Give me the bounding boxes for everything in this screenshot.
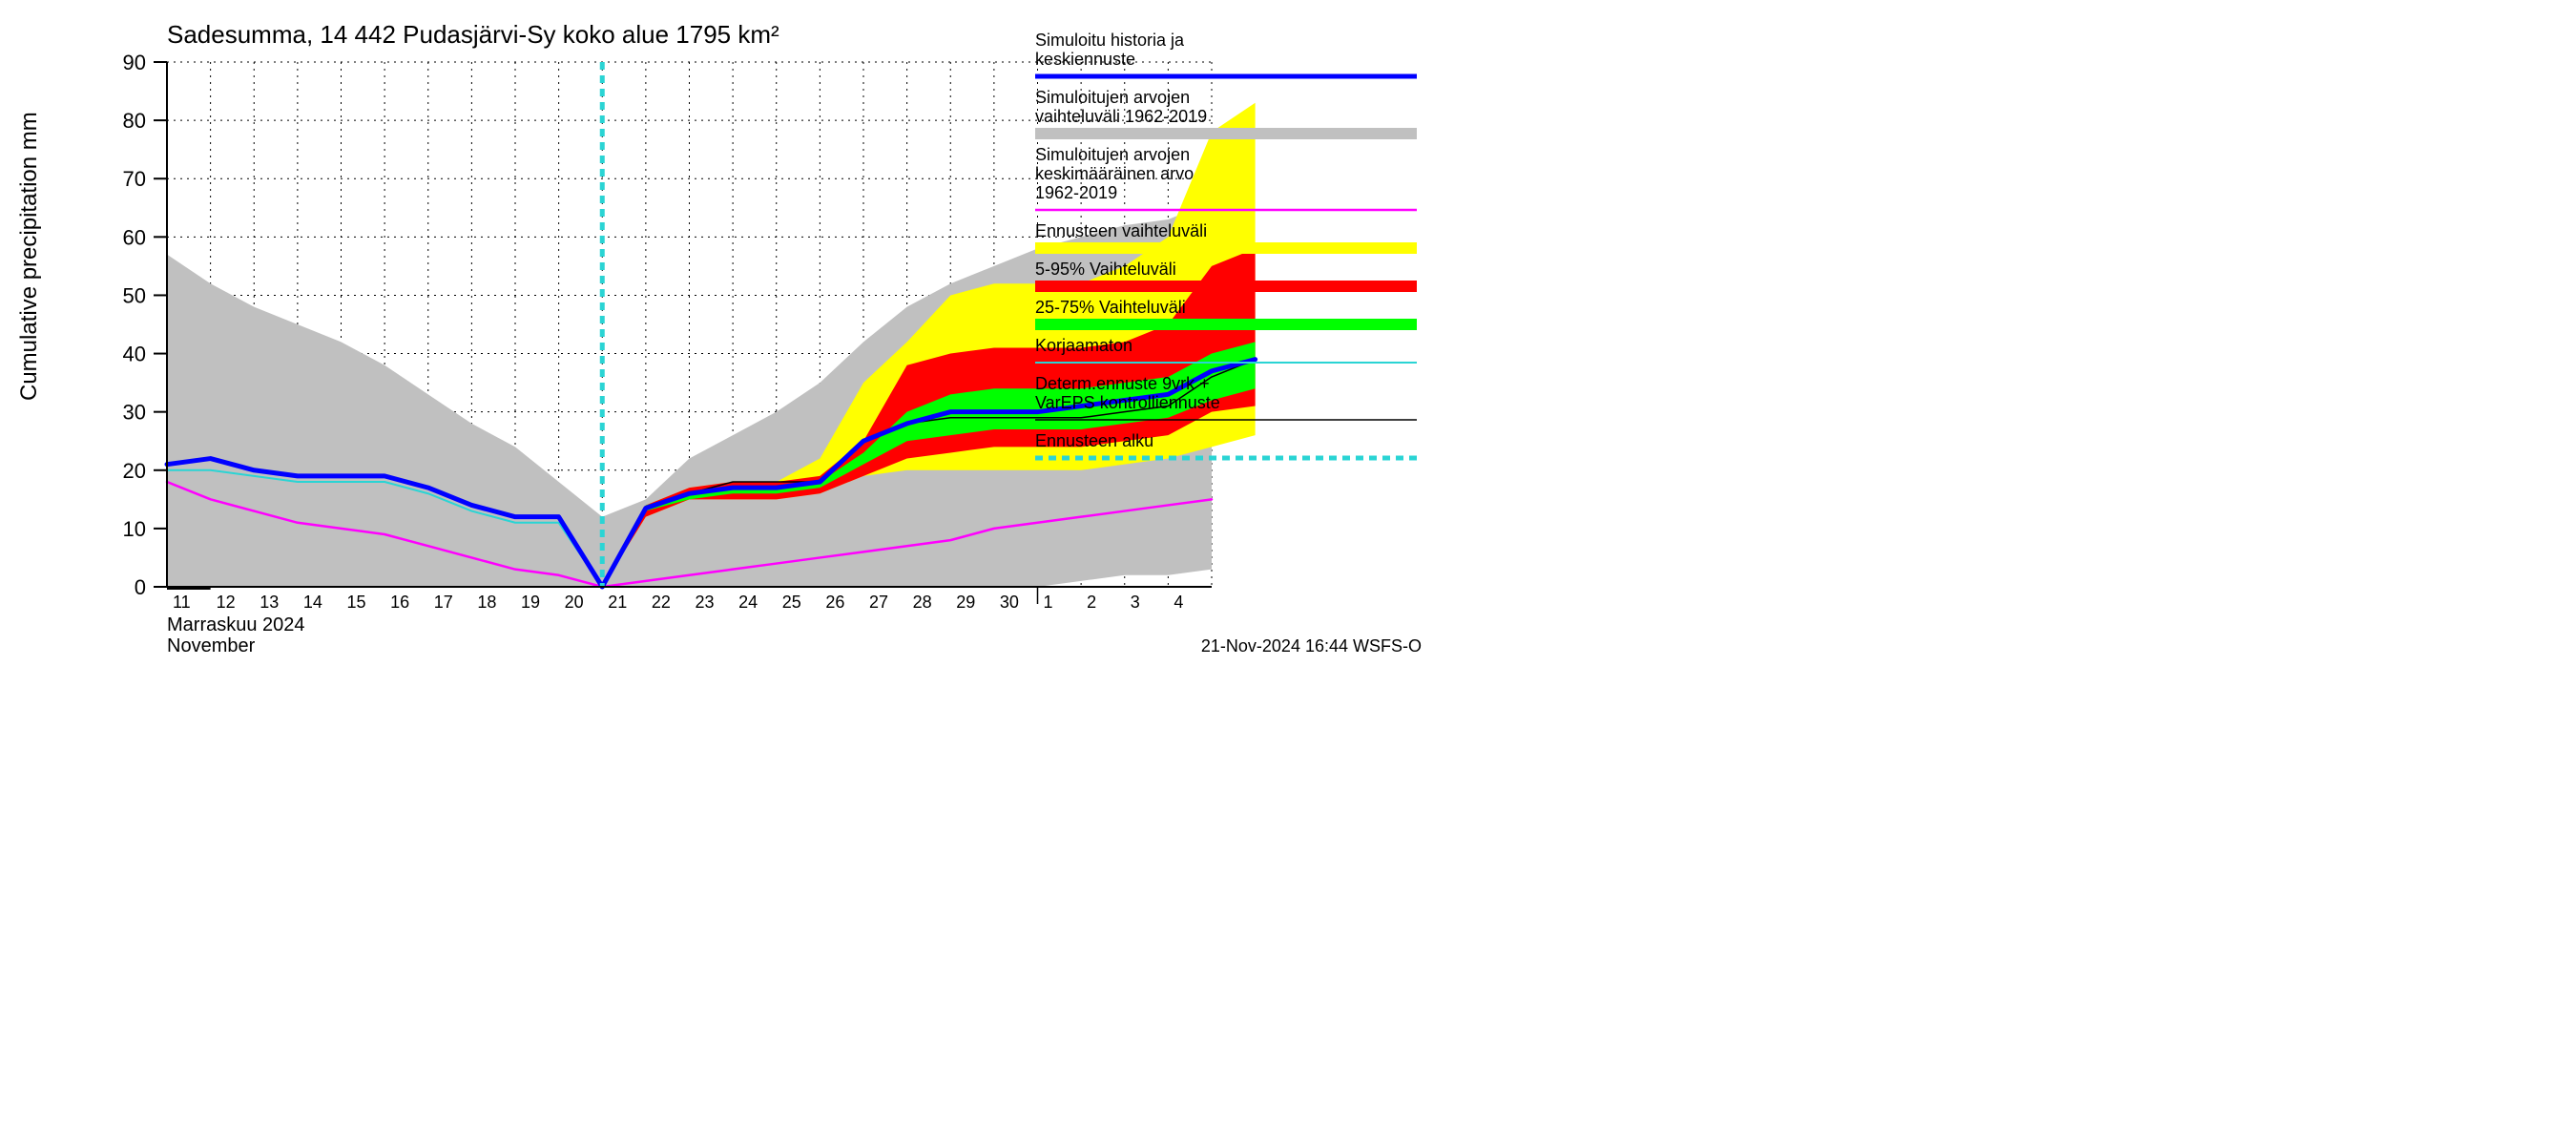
y-tick-label: 90 [123, 51, 146, 74]
x-tick-label: 15 [347, 593, 366, 612]
y-tick-label: 20 [123, 459, 146, 483]
month-label-fi: Marraskuu 2024 [167, 614, 305, 635]
x-tick-label: 3 [1131, 593, 1140, 612]
y-tick-label: 10 [123, 517, 146, 541]
legend-label: keskimääräinen arvo [1035, 164, 1194, 183]
legend-label: Simuloitu historia ja [1035, 31, 1185, 50]
y-tick-label: 70 [123, 167, 146, 191]
chart-title: Sadesumma, 14 442 Pudasjärvi-Sy koko alu… [167, 20, 779, 49]
legend-label: Simuloitujen arvojen [1035, 145, 1190, 164]
x-tick-label: 17 [434, 593, 453, 612]
x-tick-label: 11 [173, 593, 191, 612]
legend-label: 5-95% Vaihteluväli [1035, 260, 1176, 279]
precipitation-chart: Cumulative precipitation mm Sadesumma, 14… [0, 0, 1431, 668]
x-tick-label: 19 [521, 593, 540, 612]
legend-swatch [1035, 128, 1417, 139]
y-tick-label: 40 [123, 343, 146, 366]
y-tick-label: 50 [123, 283, 146, 307]
x-tick-label: 14 [303, 593, 322, 612]
legend-swatch [1035, 242, 1417, 254]
x-tick-label: 13 [260, 593, 279, 612]
legend-label: Ennusteen alku [1035, 431, 1153, 450]
x-tick-label: 24 [738, 593, 758, 612]
x-tick-label: 16 [390, 593, 409, 612]
x-tick-label: 18 [477, 593, 496, 612]
y-tick-label: 80 [123, 109, 146, 133]
x-tick-label: 26 [825, 593, 844, 612]
x-tick-label: 30 [1000, 593, 1019, 612]
y-tick-label: 60 [123, 225, 146, 249]
y-tick-label: 30 [123, 401, 146, 425]
x-tick-label: 27 [869, 593, 888, 612]
legend-swatch [1035, 281, 1417, 292]
legend-label: keskiennuste [1035, 50, 1135, 69]
x-tick-label: 28 [913, 593, 932, 612]
legend-label: Simuloitujen arvojen [1035, 88, 1190, 107]
x-tick-label: 12 [217, 593, 236, 612]
x-tick-label: 4 [1174, 593, 1183, 612]
chart-footer: 21-Nov-2024 16:44 WSFS-O [1201, 636, 1422, 656]
legend-label: Korjaamaton [1035, 336, 1132, 355]
month-label-en: November [167, 635, 256, 656]
legend-swatch [1035, 319, 1417, 330]
y-axis-label: Cumulative precipitation mm [16, 112, 42, 401]
legend-label: vaihteluväli 1962-2019 [1035, 107, 1207, 126]
x-tick-label: 25 [782, 593, 801, 612]
legend-label: 1962-2019 [1035, 183, 1117, 202]
y-tick-label: 0 [135, 575, 146, 599]
x-tick-label: 22 [652, 593, 671, 612]
legend-label: 25-75% Vaihteluväli [1035, 298, 1186, 317]
x-tick-label: 21 [608, 593, 627, 612]
legend-label: Determ.ennuste 9vrk + [1035, 374, 1210, 393]
x-tick-label: 2 [1087, 593, 1096, 612]
x-tick-label: 23 [696, 593, 715, 612]
legend-label: VarEPS kontrolliennuste [1035, 393, 1220, 412]
legend-label: Ennusteen vaihteluväli [1035, 221, 1207, 240]
x-tick-label: 20 [565, 593, 584, 612]
x-tick-label: 1 [1044, 593, 1053, 612]
x-tick-label: 29 [956, 593, 975, 612]
